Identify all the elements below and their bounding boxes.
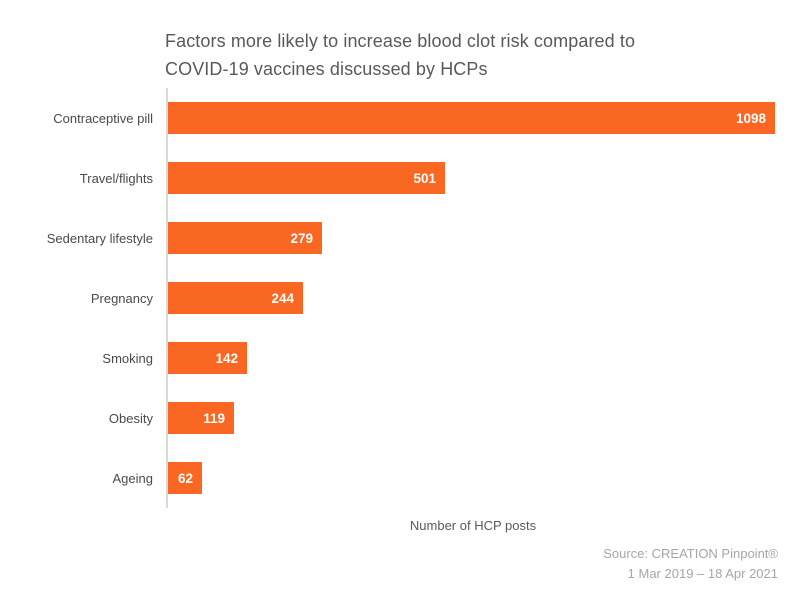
bar: 1098	[168, 102, 775, 134]
category-label: Pregnancy	[90, 290, 153, 306]
category-label: Ageing	[112, 470, 153, 486]
chart-row: Smoking 142	[0, 328, 790, 388]
bar-track: 62	[166, 448, 790, 508]
category-label: Sedentary lifestyle	[46, 230, 153, 246]
source-line1: Source: CREATION Pinpoint®	[603, 546, 778, 561]
chart-row: Ageing 62	[0, 448, 790, 508]
bar: 142	[168, 342, 247, 374]
bar-value-label: 244	[271, 290, 294, 306]
bar-value-label: 142	[215, 350, 238, 366]
category-label: Smoking	[102, 350, 153, 366]
bar-track: 142	[166, 328, 790, 388]
bar: 501	[168, 162, 445, 194]
bar-track: 279	[166, 208, 790, 268]
x-axis-label: Number of HCP posts	[409, 518, 537, 533]
bar-track: 119	[166, 388, 790, 448]
bar-value-label: 279	[290, 230, 313, 246]
bar: 62	[168, 462, 202, 494]
category-label: Obesity	[108, 410, 153, 426]
chart-row: Travel/flights 501	[0, 148, 790, 208]
source-attribution: Source: CREATION Pinpoint® 1 Mar 2019 – …	[603, 544, 778, 584]
bar: 119	[168, 402, 234, 434]
bar: 244	[168, 282, 303, 314]
chart-row: Obesity 119	[0, 388, 790, 448]
bar-value-label: 119	[203, 410, 225, 426]
bar: 279	[168, 222, 322, 254]
chart-title: Factors more likely to increase blood cl…	[165, 27, 635, 83]
source-line2: 1 Mar 2019 – 18 Apr 2021	[627, 566, 778, 581]
bar-track: 244	[166, 268, 790, 328]
chart-row: Contraceptive pill 1098	[0, 88, 790, 148]
chart-row: Pregnancy 244	[0, 268, 790, 328]
bar-track: 1098	[166, 88, 790, 148]
chart-title-line2: COVID-19 vaccines discussed by HCPs	[165, 59, 488, 79]
bar-value-label: 1098	[735, 110, 766, 126]
bar-value-label: 62	[177, 470, 193, 486]
category-label: Travel/flights	[79, 170, 153, 186]
chart-rows: Contraceptive pill 1098 Travel/flights 5…	[0, 88, 790, 508]
bar-track: 501	[166, 148, 790, 208]
chart-row: Sedentary lifestyle 279	[0, 208, 790, 268]
category-label: Contraceptive pill	[53, 110, 153, 126]
bar-value-label: 501	[413, 170, 436, 186]
chart-title-line1: Factors more likely to increase blood cl…	[165, 31, 636, 51]
